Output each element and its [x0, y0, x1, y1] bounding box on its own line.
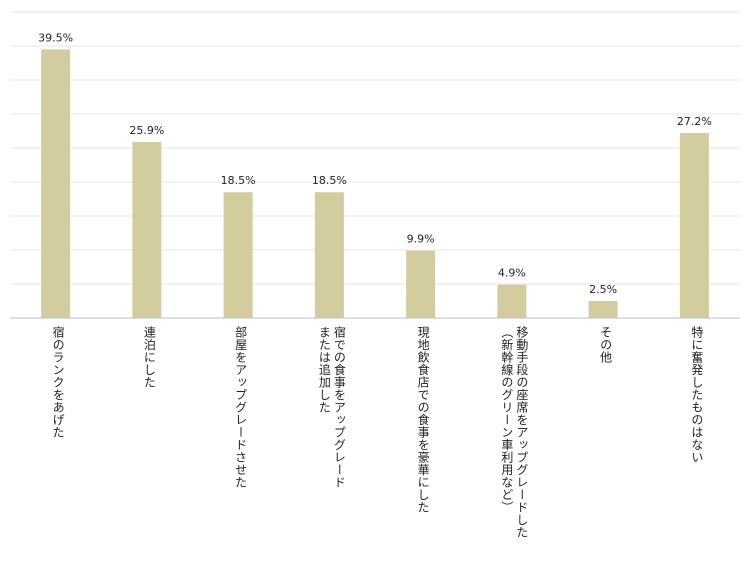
data-label: 39.5% [38, 31, 73, 44]
data-label: 18.5% [312, 174, 347, 187]
data-label: 27.2% [677, 115, 712, 128]
category-label: 特に奮発したものはない [689, 326, 704, 464]
bar [41, 49, 71, 319]
bar [223, 192, 253, 318]
data-label: 2.5% [589, 283, 617, 296]
data-label: 4.9% [498, 267, 526, 280]
category-label-line: その他 [598, 326, 613, 364]
bar [497, 284, 527, 318]
category-label-line: （新幹線のグリーン車利用など） [499, 326, 514, 514]
category-label: 連泊にした [141, 326, 156, 389]
data-label: 25.9% [129, 124, 164, 137]
bar [679, 133, 709, 318]
category-label: 部屋をアップグレードさせた [233, 326, 248, 489]
bar [132, 141, 162, 318]
bar [314, 192, 344, 318]
category-label-line: 特に奮発したものはない [689, 326, 704, 464]
category-label: 宿のランクをあげた [50, 326, 65, 439]
category-label-line: 宿のランクをあげた [51, 326, 66, 439]
category-label-line: 現地飲食店での食事を豪華にした [416, 326, 431, 514]
category-label-line: 移動手段の座席をアップグレードした [514, 326, 529, 539]
data-label: 9.9% [407, 233, 435, 246]
category-label: 現地飲食店での食事を豪華にした [415, 326, 430, 514]
bars [41, 49, 709, 319]
bar [588, 301, 618, 318]
category-label-line: 連泊にした [142, 326, 157, 389]
category-label: 移動手段の座席をアップグレードした （新幹線のグリーン車利用など） [499, 326, 529, 539]
value-labels: 39.5% 25.9% 18.5% 18.5% 9.9% 4.9% 2.5% 27.2% [38, 31, 712, 296]
bar [406, 250, 436, 318]
category-label: その他 [598, 326, 613, 364]
data-label: 18.5% [221, 174, 256, 187]
category-label: 宿での食事をアップグレード または追加した [316, 326, 346, 489]
gridlines [10, 11, 740, 285]
category-label-line: または追加した [317, 326, 332, 414]
category-label-line: 部屋をアップグレードさせた [233, 326, 248, 489]
category-label-line: 宿での食事をアップグレード [332, 326, 347, 489]
